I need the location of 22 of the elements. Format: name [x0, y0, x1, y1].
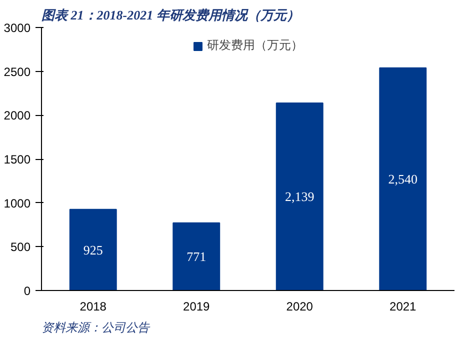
x-tick-label: 2019 [183, 300, 210, 314]
bar [379, 67, 427, 290]
legend-label: 研发费用（万元） [207, 37, 303, 54]
bar [69, 208, 117, 290]
y-tick-label: 3000 [4, 21, 31, 35]
y-tick-label: 2000 [4, 108, 31, 123]
bar [172, 222, 220, 290]
data-label: 771 [186, 249, 206, 264]
x-tick-label: 2018 [80, 300, 107, 314]
x-tick-label: 2021 [390, 300, 417, 314]
data-label: 925 [83, 242, 103, 258]
bar [276, 102, 324, 290]
y-tick-label: 1000 [4, 196, 31, 210]
y-tick-label: 0 [24, 284, 31, 298]
data-label: 2,540 [388, 172, 418, 187]
y-tick-label: 1500 [4, 152, 31, 166]
data-label: 2,139 [285, 189, 314, 204]
y-tick-label: 500 [10, 240, 31, 254]
y-tick-label: 2500 [4, 64, 31, 79]
text: 资料来源：公司公告 [42, 320, 150, 334]
x-tick-label: 2020 [286, 300, 314, 314]
chart-title: 图表 21：2018-2021 年研发费用情况（万元） [42, 8, 300, 22]
